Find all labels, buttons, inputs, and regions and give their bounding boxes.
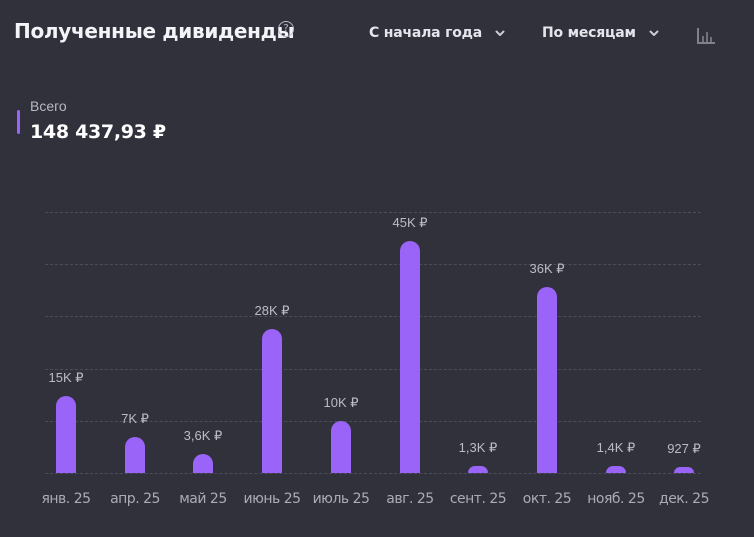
period-dropdown[interactable]: С начала года xyxy=(369,25,506,41)
total-marker xyxy=(17,110,20,134)
grouping-dropdown-label: По месяцам xyxy=(542,25,636,41)
bar-value-label: 28K ₽ xyxy=(254,302,290,318)
bar-value-label: 45K ₽ xyxy=(392,215,428,230)
x-axis-label: авг. 25 xyxy=(386,491,434,507)
x-axis-label: июль 25 xyxy=(312,491,370,507)
bar-value-label: 10K ₽ xyxy=(323,395,359,411)
bar[interactable] xyxy=(331,421,351,473)
bar-value-label: 1,3K ₽ xyxy=(458,440,498,456)
gridline xyxy=(45,369,701,370)
bar-value-label: 3,6K ₽ xyxy=(183,428,223,444)
x-axis-label: сент. 25 xyxy=(449,491,507,507)
bar-value-label: 7K ₽ xyxy=(121,410,149,426)
bar-value-label: 15K ₽ xyxy=(48,369,84,385)
gridline xyxy=(45,316,701,317)
chevron-down-icon xyxy=(495,30,505,36)
x-axis-label: янв. 25 xyxy=(41,491,91,507)
question-circle-icon[interactable]: ? xyxy=(278,21,294,37)
period-dropdown-label: С начала года xyxy=(369,25,482,41)
x-axis-label: нояб. 25 xyxy=(587,491,645,507)
bar[interactable] xyxy=(262,328,282,473)
grouping-dropdown[interactable]: По месяцам xyxy=(542,25,660,41)
x-axis-label: июнь 25 xyxy=(243,491,301,507)
bar[interactable] xyxy=(606,465,626,473)
gridline xyxy=(45,421,701,422)
x-axis-label: апр. 25 xyxy=(110,491,160,507)
bar[interactable] xyxy=(537,287,557,473)
total-label: Всего xyxy=(30,98,67,114)
bar-value-label: 36K ₽ xyxy=(529,261,565,277)
gridline xyxy=(45,212,701,213)
page-title: Полученные дивиденды xyxy=(14,19,295,43)
bar[interactable] xyxy=(56,395,76,473)
bar[interactable] xyxy=(674,467,694,473)
bar[interactable] xyxy=(125,436,145,473)
bar[interactable] xyxy=(468,466,488,473)
bar-value-label: 1,4K ₽ xyxy=(596,439,636,455)
bar[interactable] xyxy=(400,241,420,473)
x-axis-label: окт. 25 xyxy=(522,491,572,507)
total-value: 148 437,93 ₽ xyxy=(30,121,166,143)
x-axis-label: дек. 25 xyxy=(659,491,709,507)
bar[interactable] xyxy=(193,454,213,473)
bar-chart-icon[interactable] xyxy=(696,27,716,45)
gridline xyxy=(45,264,701,265)
gridline xyxy=(45,473,701,474)
x-axis-label: май 25 xyxy=(179,491,227,507)
chevron-down-icon xyxy=(649,30,659,36)
bar-value-label: 927 ₽ xyxy=(667,441,701,456)
